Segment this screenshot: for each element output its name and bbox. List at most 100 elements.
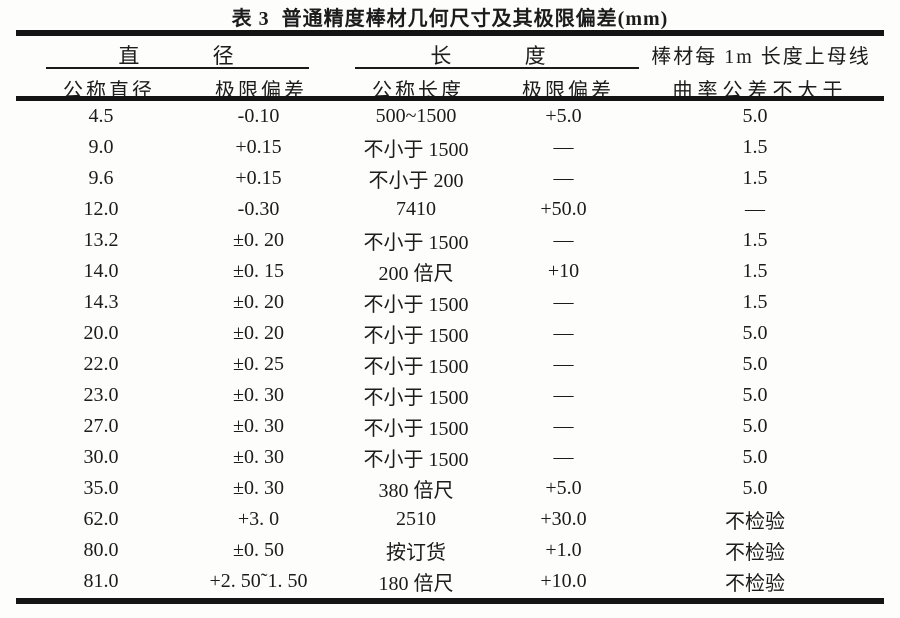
cell-diameter-deviation: ±0. 30: [233, 415, 284, 437]
cell-diameter-deviation: +0.15: [235, 136, 282, 158]
cell-nominal-diameter: 13.2: [83, 229, 119, 251]
cell-diameter-deviation: ±0. 20: [233, 229, 284, 251]
cell-curvature-tolerance: 5.0: [742, 384, 768, 406]
cell-curvature-tolerance: 5.0: [742, 477, 768, 499]
cell-diameter-deviation: ±0. 20: [233, 291, 284, 313]
cell-nominal-diameter: 12.0: [83, 198, 119, 220]
cell-length-deviation: +10: [547, 260, 580, 282]
cell-diameter-deviation: ±0. 20: [233, 322, 284, 344]
table-row: 4.5 -0.10 500~1500 +5.0 5.0: [16, 101, 884, 132]
cell-nominal-length: 不小于 1500: [363, 325, 469, 347]
cell-diameter-deviation: ±0. 50: [233, 539, 284, 561]
table-row: 12.0 -0.30 7410 +50.0 —: [16, 194, 884, 225]
cell-nominal-diameter: 14.0: [83, 260, 119, 282]
cell-nominal-length: 不小于 1500: [363, 387, 469, 409]
cell-nominal-length: 不小于 1500: [363, 356, 469, 378]
table-header: 直 径 长 度 棒材每 1m 长度上母线 曲率公差不大于 公称直径 极限偏差 公…: [16, 36, 884, 102]
cell-length-deviation: +5.0: [545, 477, 582, 499]
cell-length-deviation: —: [553, 415, 574, 437]
cell-nominal-length: 不小于 1500: [363, 418, 469, 440]
cell-diameter-deviation: -0.10: [237, 105, 280, 127]
cell-curvature-tolerance: 5.0: [742, 446, 768, 468]
group-header-length: 长 度: [430, 44, 546, 68]
cell-curvature-tolerance: 1.5: [742, 136, 768, 158]
cell-length-deviation: +10.0: [540, 570, 587, 592]
cell-diameter-deviation: ±0. 30: [233, 446, 284, 468]
cell-nominal-length: 不小于 1500: [363, 449, 469, 471]
cell-nominal-diameter: 14.3: [83, 291, 119, 313]
cell-nominal-diameter: 80.0: [83, 539, 119, 561]
cell-nominal-diameter: 81.0: [83, 570, 119, 592]
cell-curvature-tolerance: 5.0: [742, 415, 768, 437]
cell-diameter-deviation: -0.30: [237, 198, 280, 220]
cell-diameter-deviation: ±0. 30: [233, 477, 284, 499]
top-rule: [16, 30, 884, 36]
cell-curvature-tolerance: —: [745, 198, 765, 220]
cell-nominal-length: 不小于 1500: [363, 139, 469, 161]
cell-diameter-deviation: +3. 0: [237, 508, 280, 530]
cell-nominal-diameter: 9.6: [88, 167, 114, 189]
diameter-underline: [46, 67, 309, 69]
cell-nominal-diameter: 23.0: [83, 384, 119, 406]
cell-length-deviation: +5.0: [545, 105, 582, 127]
cell-length-deviation: —: [553, 322, 574, 344]
table-row: 35.0 ±0. 30 380 倍尺 +5.0 5.0: [16, 473, 884, 504]
cell-length-deviation: —: [553, 384, 574, 406]
cell-curvature-tolerance: 5.0: [742, 322, 768, 344]
table-row: 13.2 ±0. 20 不小于 1500 — 1.5: [16, 225, 884, 256]
cell-length-deviation: +30.0: [540, 508, 587, 530]
table-row: 20.0 ±0. 20 不小于 1500 — 5.0: [16, 318, 884, 349]
cell-nominal-diameter: 35.0: [83, 477, 119, 499]
table-title: 表 3 普通精度棒材几何尺寸及其极限偏差(mm): [231, 8, 669, 30]
cell-curvature-tolerance: 1.5: [742, 260, 768, 282]
cell-length-deviation: —: [553, 446, 574, 468]
table-row: 80.0 ±0. 50 按订货 +1.0 不检验: [16, 535, 884, 566]
group-header-curvature-line1: 棒材每 1m 长度上母线: [651, 46, 871, 68]
cell-curvature-tolerance: 不检验: [725, 511, 785, 533]
cell-nominal-diameter: 20.0: [83, 322, 119, 344]
cell-nominal-length: 7410: [396, 198, 436, 220]
cell-nominal-diameter: 27.0: [83, 415, 119, 437]
cell-length-deviation: —: [553, 167, 574, 189]
cell-diameter-deviation: +2. 50˜1. 50: [209, 570, 308, 592]
cell-length-deviation: —: [553, 291, 574, 313]
cell-curvature-tolerance: 5.0: [742, 353, 768, 375]
cell-curvature-tolerance: 1.5: [742, 229, 768, 251]
table-body: 4.5 -0.10 500~1500 +5.0 5.0 9.0 +0.15 不小…: [16, 101, 884, 597]
cell-nominal-diameter: 4.5: [88, 105, 114, 127]
cell-diameter-deviation: ±0. 30: [233, 384, 284, 406]
cell-nominal-length: 不小于 1500: [363, 294, 469, 316]
table-row: 23.0 ±0. 30 不小于 1500 — 5.0: [16, 380, 884, 411]
header-rule: [16, 96, 884, 101]
bottom-rule: [16, 598, 884, 604]
cell-nominal-length: 380 倍尺: [378, 480, 454, 502]
cell-length-deviation: —: [553, 136, 574, 158]
cell-diameter-deviation: ±0. 15: [233, 260, 284, 282]
cell-curvature-tolerance: 1.5: [742, 167, 768, 189]
cell-nominal-diameter: 22.0: [83, 353, 119, 375]
table-row: 81.0 +2. 50˜1. 50 180 倍尺 +10.0 不检验: [16, 566, 884, 597]
cell-nominal-length: 180 倍尺: [378, 573, 454, 595]
cell-curvature-tolerance: 5.0: [742, 105, 768, 127]
cell-nominal-length: 不小于 1500: [363, 232, 469, 254]
length-underline: [355, 67, 639, 69]
cell-curvature-tolerance: 1.5: [742, 291, 768, 313]
table-row: 9.6 +0.15 不小于 200 — 1.5: [16, 163, 884, 194]
cell-nominal-length: 500~1500: [375, 105, 457, 127]
table-row: 14.3 ±0. 20 不小于 1500 — 1.5: [16, 287, 884, 318]
cell-length-deviation: +1.0: [545, 539, 582, 561]
table-row: 14.0 ±0. 15 200 倍尺 +10 1.5: [16, 256, 884, 287]
cell-curvature-tolerance: 不检验: [725, 542, 785, 564]
cell-length-deviation: +50.0: [540, 198, 587, 220]
cell-length-deviation: —: [553, 353, 574, 375]
cell-diameter-deviation: +0.15: [235, 167, 282, 189]
cell-nominal-length: 按订货: [386, 542, 446, 564]
cell-length-deviation: —: [553, 229, 574, 251]
table-row: 22.0 ±0. 25 不小于 1500 — 5.0: [16, 349, 884, 380]
table-row: 30.0 ±0. 30 不小于 1500 — 5.0: [16, 442, 884, 473]
cell-nominal-length: 不小于 200: [368, 170, 464, 192]
cell-nominal-diameter: 30.0: [83, 446, 119, 468]
cell-diameter-deviation: ±0. 25: [233, 353, 284, 375]
cell-nominal-diameter: 62.0: [83, 508, 119, 530]
